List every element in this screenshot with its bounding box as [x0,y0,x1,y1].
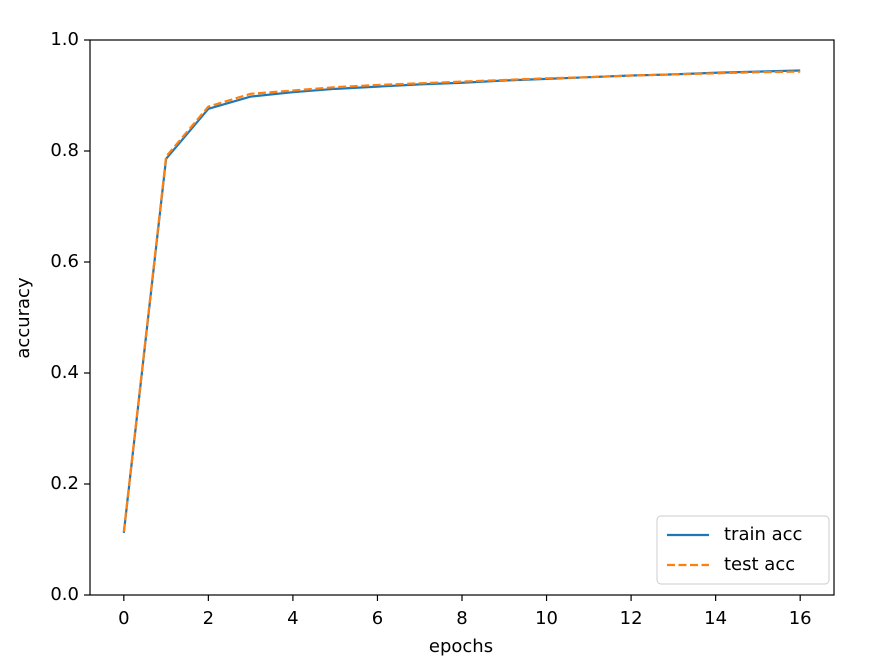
legend-box [656,515,830,585]
x-tick-label: 16 [789,608,812,629]
x-tick-label: 14 [704,608,727,629]
plot-frame [89,39,835,596]
y-tick-label: 0.2 [50,473,79,494]
legend-label: train acc [724,524,802,545]
y-tick-label: 1.0 [50,29,79,50]
x-tick-label: 12 [620,608,643,629]
x-tick-label: 8 [456,608,467,629]
x-tick-label: 10 [535,608,558,629]
data-line [122,70,801,532]
y-tick-label: 0.6 [50,251,79,272]
x-tick-label: 6 [372,608,383,629]
y-tick-label: 0.4 [50,362,79,383]
x-tick-label: 4 [287,608,298,629]
x-tick-label: 0 [118,608,129,629]
y-tick-label: 0.8 [50,140,79,161]
x-axis-label: epochs [429,636,493,657]
y-tick-label: 0.0 [50,584,79,605]
data-line [122,69,801,533]
legend-label: test acc [724,554,795,575]
x-tick-label: 2 [203,608,214,629]
y-axis-label: accuracy [13,277,34,359]
